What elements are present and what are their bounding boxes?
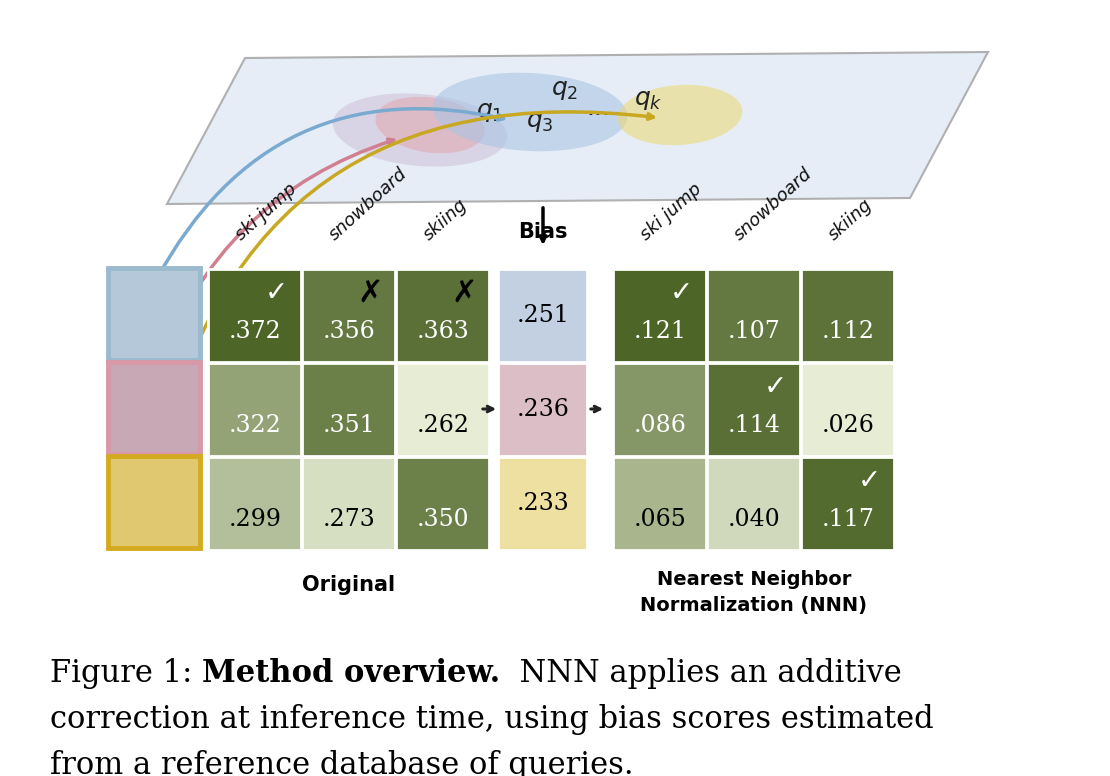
Text: .372: .372: [229, 320, 281, 344]
Text: ...: ...: [586, 96, 611, 120]
FancyBboxPatch shape: [302, 269, 395, 362]
Text: snowboard: snowboard: [325, 165, 411, 244]
FancyBboxPatch shape: [302, 457, 395, 550]
FancyBboxPatch shape: [707, 363, 800, 456]
Text: .251: .251: [516, 303, 569, 327]
Text: snowboard: snowboard: [730, 165, 816, 244]
Text: .121: .121: [634, 320, 686, 344]
FancyBboxPatch shape: [498, 363, 587, 456]
Text: Figure 1:: Figure 1:: [50, 658, 202, 689]
Text: .351: .351: [323, 414, 375, 438]
Text: .322: .322: [229, 414, 282, 438]
Text: .114: .114: [727, 414, 780, 438]
Text: ski jump: ski jump: [232, 180, 300, 244]
Text: Bias: Bias: [518, 222, 567, 242]
Bar: [108, 268, 200, 360]
FancyBboxPatch shape: [302, 363, 395, 456]
FancyBboxPatch shape: [208, 269, 301, 362]
FancyBboxPatch shape: [613, 269, 706, 362]
Text: ✓: ✓: [670, 279, 694, 307]
FancyBboxPatch shape: [613, 457, 706, 550]
Text: .236: .236: [516, 397, 569, 421]
Text: .086: .086: [634, 414, 686, 438]
Text: .273: .273: [323, 508, 375, 532]
Text: $q_k$: $q_k$: [634, 88, 663, 112]
Text: .040: .040: [728, 508, 780, 532]
FancyBboxPatch shape: [396, 457, 490, 550]
FancyBboxPatch shape: [707, 457, 800, 550]
Bar: [108, 362, 200, 454]
Text: .065: .065: [634, 508, 686, 532]
Text: .107: .107: [728, 320, 780, 344]
Text: ✓: ✓: [858, 467, 881, 495]
Text: $q_3$: $q_3$: [526, 110, 554, 134]
FancyBboxPatch shape: [613, 363, 706, 456]
Text: Normalization (NNN): Normalization (NNN): [640, 596, 868, 615]
Text: .026: .026: [821, 414, 875, 438]
Text: ski jump: ski jump: [636, 180, 705, 244]
Text: .233: .233: [516, 491, 569, 514]
FancyBboxPatch shape: [801, 457, 894, 550]
Text: .299: .299: [229, 508, 282, 532]
Text: Original: Original: [302, 575, 395, 595]
FancyBboxPatch shape: [208, 363, 301, 456]
Bar: [108, 456, 200, 548]
Text: skiing: skiing: [825, 196, 876, 244]
Text: ✓: ✓: [764, 373, 787, 401]
Text: .117: .117: [821, 508, 875, 532]
Text: NNN applies an additive: NNN applies an additive: [501, 658, 902, 689]
Text: $q_2$: $q_2$: [552, 78, 578, 102]
Text: .262: .262: [416, 414, 470, 438]
Ellipse shape: [333, 93, 507, 167]
Text: correction at inference time, using bias scores estimated: correction at inference time, using bias…: [50, 704, 934, 735]
Text: Nearest Neighbor: Nearest Neighbor: [657, 570, 851, 589]
Text: ✗: ✗: [357, 279, 383, 308]
Text: .350: .350: [416, 508, 470, 532]
Ellipse shape: [617, 85, 743, 145]
Ellipse shape: [433, 73, 627, 151]
FancyBboxPatch shape: [396, 363, 490, 456]
FancyBboxPatch shape: [801, 269, 894, 362]
Text: skiing: skiing: [420, 196, 471, 244]
FancyBboxPatch shape: [498, 457, 587, 550]
FancyBboxPatch shape: [707, 269, 800, 362]
Text: ✗: ✗: [452, 279, 477, 308]
Polygon shape: [166, 52, 988, 204]
Text: ✓: ✓: [265, 279, 289, 307]
Text: .112: .112: [821, 320, 875, 344]
FancyBboxPatch shape: [396, 269, 490, 362]
FancyBboxPatch shape: [801, 363, 894, 456]
FancyBboxPatch shape: [498, 269, 587, 362]
Text: from a reference database of queries.: from a reference database of queries.: [50, 750, 634, 776]
Text: Method overview.: Method overview.: [202, 658, 501, 689]
Text: .356: .356: [323, 320, 375, 344]
FancyBboxPatch shape: [208, 457, 301, 550]
Text: .363: .363: [416, 320, 470, 344]
Text: $q_1$: $q_1$: [476, 100, 504, 124]
Ellipse shape: [375, 97, 485, 154]
